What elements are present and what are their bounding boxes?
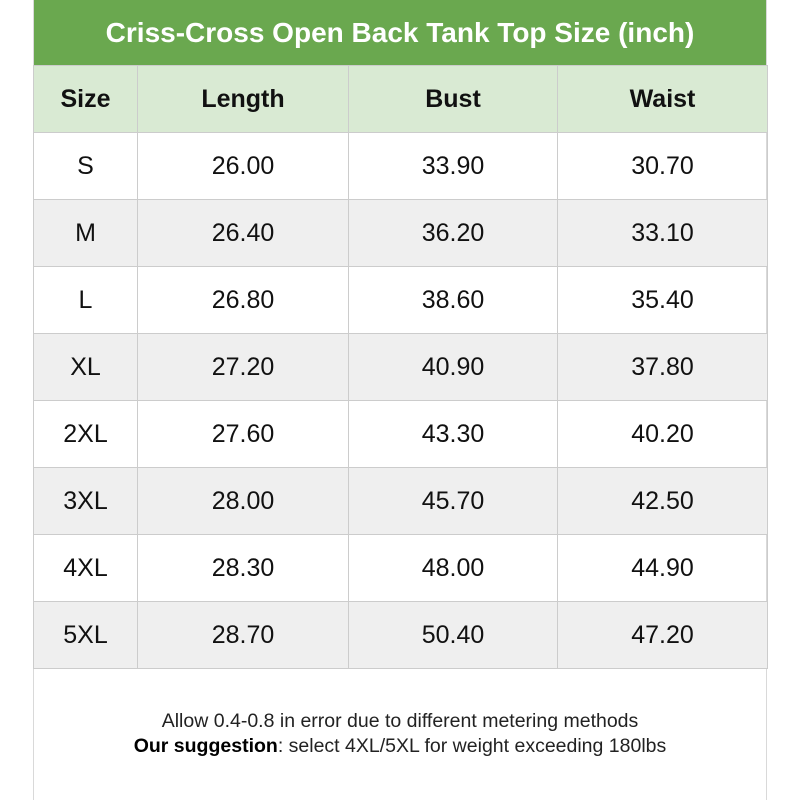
cell-size: 5XL bbox=[33, 601, 138, 669]
cell-waist: 40.20 bbox=[557, 400, 768, 468]
cell-length: 28.00 bbox=[137, 467, 349, 535]
cell-bust: 40.90 bbox=[348, 333, 558, 401]
table-row: 5XL 28.70 50.40 47.20 bbox=[33, 601, 768, 669]
suggestion-note: Our suggestion: select 4XL/5XL for weigh… bbox=[34, 734, 766, 759]
size-table: Size Length Bust Waist S 26.00 33.90 30.70 M… bbox=[33, 65, 768, 669]
cell-length: 27.60 bbox=[137, 400, 349, 468]
chart-title: Criss-Cross Open Back Tank Top Size (inc… bbox=[34, 0, 766, 65]
cell-bust: 45.70 bbox=[348, 467, 558, 535]
cell-waist: 47.20 bbox=[557, 601, 768, 669]
table-row: XL 27.20 40.90 37.80 bbox=[33, 333, 768, 401]
cell-bust: 50.40 bbox=[348, 601, 558, 669]
cell-length: 28.30 bbox=[137, 534, 349, 602]
table-row: 2XL 27.60 43.30 40.20 bbox=[33, 400, 768, 468]
table-row: M 26.40 36.20 33.10 bbox=[33, 199, 768, 267]
cell-size: M bbox=[33, 199, 138, 267]
cell-size: 4XL bbox=[33, 534, 138, 602]
cell-size: L bbox=[33, 266, 138, 334]
cell-size: XL bbox=[33, 333, 138, 401]
table-row: 3XL 28.00 45.70 42.50 bbox=[33, 467, 768, 535]
cell-waist: 44.90 bbox=[557, 534, 768, 602]
suggestion-text: : select 4XL/5XL for weight exceeding 18… bbox=[277, 735, 667, 757]
suggestion-label: Our suggestion bbox=[133, 735, 278, 757]
cell-size: 3XL bbox=[33, 467, 138, 535]
header-size: Size bbox=[33, 65, 138, 133]
cell-bust: 48.00 bbox=[348, 534, 558, 602]
table-row: S 26.00 33.90 30.70 bbox=[33, 132, 768, 200]
cell-length: 26.00 bbox=[137, 132, 349, 200]
cell-length: 28.70 bbox=[137, 601, 349, 669]
cell-bust: 43.30 bbox=[348, 400, 558, 468]
cell-bust: 36.20 bbox=[348, 199, 558, 267]
header-length: Length bbox=[137, 65, 349, 133]
cell-bust: 38.60 bbox=[348, 266, 558, 334]
size-chart: Criss-Cross Open Back Tank Top Size (inc… bbox=[33, 0, 768, 800]
cell-waist: 42.50 bbox=[557, 467, 768, 535]
footer-notes: Allow 0.4-0.8 in error due to different … bbox=[34, 669, 766, 759]
cell-waist: 35.40 bbox=[557, 266, 768, 334]
cell-length: 27.20 bbox=[137, 333, 349, 401]
cell-length: 26.80 bbox=[137, 266, 349, 334]
table-row: 4XL 28.30 48.00 44.90 bbox=[33, 534, 768, 602]
table-row: L 26.80 38.60 35.40 bbox=[33, 266, 768, 334]
header-row: Size Length Bust Waist bbox=[33, 65, 768, 133]
cell-bust: 33.90 bbox=[348, 132, 558, 200]
cell-size: 2XL bbox=[33, 400, 138, 468]
cell-waist: 30.70 bbox=[557, 132, 768, 200]
cell-waist: 33.10 bbox=[557, 199, 768, 267]
header-waist: Waist bbox=[557, 65, 768, 133]
header-bust: Bust bbox=[348, 65, 558, 133]
cell-size: S bbox=[33, 132, 138, 200]
cell-waist: 37.80 bbox=[557, 333, 768, 401]
error-note: Allow 0.4-0.8 in error due to different … bbox=[161, 710, 639, 732]
cell-length: 26.40 bbox=[137, 199, 349, 267]
